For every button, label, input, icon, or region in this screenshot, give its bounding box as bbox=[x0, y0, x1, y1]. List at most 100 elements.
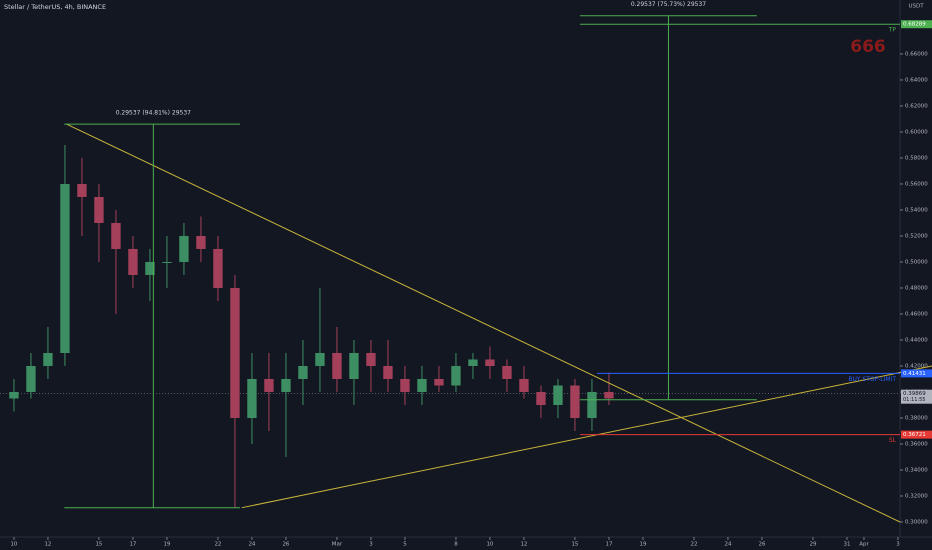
price-tag bbox=[901, 430, 932, 439]
x-tick-label: 29 bbox=[809, 542, 816, 548]
y-tick-label: 0.32000 bbox=[905, 493, 928, 499]
x-tick-label: 19 bbox=[639, 542, 646, 548]
y-tick-label: 0.38000 bbox=[905, 415, 928, 421]
candle-body bbox=[230, 287, 240, 418]
x-tick-label: Apr bbox=[859, 542, 869, 548]
y-tick-label: 0.48000 bbox=[905, 285, 928, 291]
candle-body bbox=[434, 378, 444, 386]
x-tick-label: 26 bbox=[758, 542, 765, 548]
x-tick-label: 5 bbox=[403, 542, 407, 548]
candle-body bbox=[298, 365, 308, 379]
candle-body bbox=[128, 248, 138, 275]
level-name: TP bbox=[888, 27, 897, 34]
price-tag-label: 0.68289 bbox=[903, 22, 926, 28]
candle-body bbox=[179, 235, 189, 262]
last-price-tag bbox=[901, 389, 932, 404]
price-tag-label: 0.36721 bbox=[903, 432, 926, 438]
candle-body bbox=[43, 352, 53, 366]
x-tick-label: 8 bbox=[454, 542, 458, 548]
candle-body bbox=[60, 183, 70, 353]
candle-body bbox=[553, 385, 563, 405]
candle-body bbox=[519, 378, 529, 392]
y-tick-label: 0.62000 bbox=[905, 103, 928, 109]
countdown-label: 01:11:55 bbox=[903, 397, 925, 403]
x-tick-label: 15 bbox=[95, 542, 102, 548]
y-tick-label: 0.56000 bbox=[905, 181, 928, 187]
candle-body bbox=[451, 365, 461, 386]
candle-body bbox=[264, 378, 274, 392]
candle-body bbox=[94, 196, 104, 223]
candle-body bbox=[145, 261, 155, 275]
x-tick-label: 17 bbox=[129, 542, 136, 548]
x-tick-label: 10 bbox=[486, 542, 493, 548]
level-name: SL bbox=[889, 437, 897, 444]
measure-label: 0.29537 (75.73%) 29537 bbox=[631, 1, 706, 8]
price-tag bbox=[901, 369, 932, 378]
candle-body bbox=[468, 359, 478, 366]
candle-body bbox=[213, 248, 223, 288]
x-tick-label: 24 bbox=[724, 542, 731, 548]
x-tick-label: 12 bbox=[44, 542, 51, 548]
candle-body bbox=[587, 391, 597, 418]
currency-label: USDT bbox=[908, 4, 924, 10]
x-tick-label: 22 bbox=[214, 542, 221, 548]
y-tick-label: 0.44000 bbox=[905, 337, 928, 343]
candle-body bbox=[26, 365, 36, 392]
candle-body bbox=[315, 352, 325, 366]
trendline bbox=[66, 123, 901, 523]
y-tick-label: 0.36000 bbox=[905, 441, 928, 447]
candle-body bbox=[604, 391, 614, 399]
price-tag bbox=[901, 20, 932, 29]
candle-body bbox=[281, 378, 291, 392]
x-tick-label: 12 bbox=[520, 542, 527, 548]
y-tick-label: 0.52000 bbox=[905, 233, 928, 239]
y-tick-label: 0.42000 bbox=[905, 363, 928, 369]
candle-body bbox=[162, 261, 172, 263]
level-name: BUY STOP-LIMIT bbox=[848, 376, 896, 383]
y-tick-label: 0.34000 bbox=[905, 467, 928, 473]
y-tick-label: 0.60000 bbox=[905, 129, 928, 135]
candle-body bbox=[417, 378, 427, 392]
y-tick-label: 0.64000 bbox=[905, 77, 928, 83]
x-tick-label: 31 bbox=[843, 542, 850, 548]
x-tick-label: 15 bbox=[571, 542, 578, 548]
annotation: 666 bbox=[850, 37, 886, 57]
candle-body bbox=[400, 378, 410, 392]
candle-body bbox=[332, 352, 342, 379]
price-tag-label: 0.41431 bbox=[903, 371, 926, 377]
x-tick-label: 3 bbox=[896, 542, 900, 548]
x-tick-label: 24 bbox=[248, 542, 255, 548]
chart-title: Stellar / TetherUS, 4h, BINANCE bbox=[4, 3, 106, 11]
candle-body bbox=[366, 352, 376, 366]
candle-body bbox=[383, 365, 393, 379]
y-tick-label: 0.46000 bbox=[905, 311, 928, 317]
candle-body bbox=[9, 391, 19, 399]
y-tick-label: 0.54000 bbox=[905, 207, 928, 213]
candle-body bbox=[536, 391, 546, 405]
x-tick-label: 3 bbox=[369, 542, 373, 548]
candle-body bbox=[502, 365, 512, 379]
candle-body bbox=[247, 378, 257, 418]
measure-label: 0.29537 (94.81%) 29537 bbox=[116, 110, 191, 117]
trendline bbox=[241, 365, 932, 509]
candle-body bbox=[196, 235, 206, 249]
x-tick-label: 17 bbox=[605, 542, 612, 548]
x-tick-label: 10 bbox=[10, 542, 17, 548]
x-tick-label: 19 bbox=[163, 542, 170, 548]
candle-body bbox=[111, 222, 121, 249]
x-tick-label: 26 bbox=[282, 542, 289, 548]
candle-body bbox=[77, 183, 87, 197]
x-tick-label: Mar bbox=[332, 542, 343, 548]
y-tick-label: 0.30000 bbox=[905, 519, 928, 525]
y-tick-label: 0.50000 bbox=[905, 259, 928, 265]
y-tick-label: 0.58000 bbox=[905, 155, 928, 161]
last-price-label: 0.39869 bbox=[903, 391, 926, 397]
candle-body bbox=[485, 359, 495, 366]
candle-body bbox=[570, 385, 580, 418]
candle-body bbox=[349, 352, 359, 379]
y-tick-label: 0.66000 bbox=[905, 51, 928, 57]
x-tick-label: 22 bbox=[690, 542, 697, 548]
